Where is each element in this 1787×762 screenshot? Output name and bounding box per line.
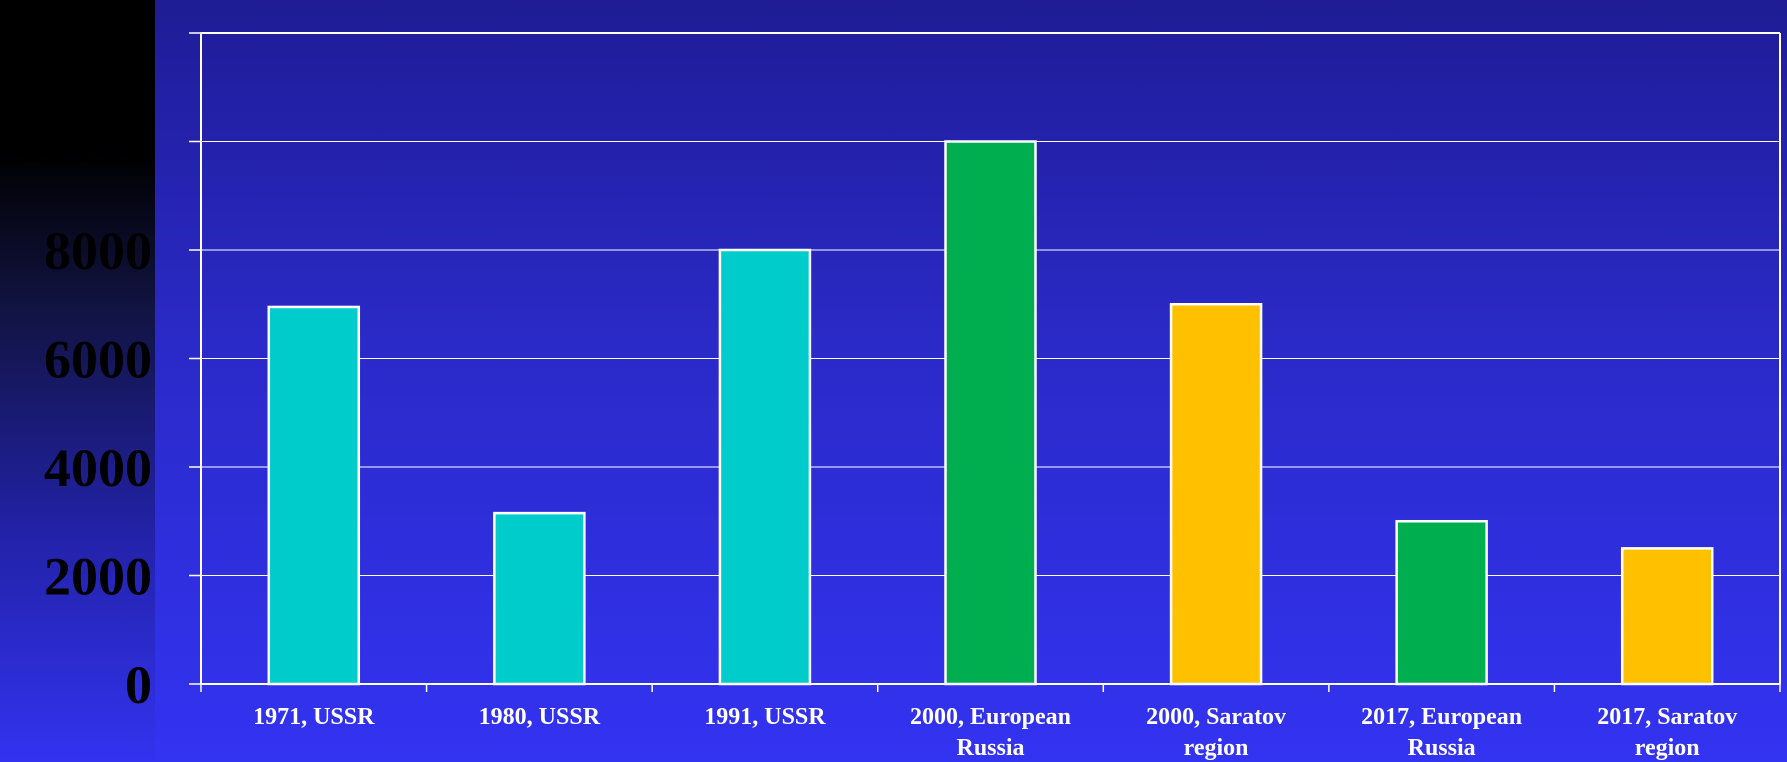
y-tick-label: 8000 — [44, 221, 152, 281]
bar — [267, 305, 361, 686]
bar — [1620, 547, 1714, 686]
y-tick-label: 4000 — [44, 438, 152, 498]
bar — [1395, 520, 1488, 686]
axes — [189, 32, 1781, 692]
y-tick-label: 10000 — [17, 113, 152, 173]
x-category-label: 1991, USSR — [704, 704, 826, 730]
x-category-label: 2017, European Russia — [1361, 704, 1522, 761]
bar — [718, 248, 812, 686]
x-category-label: 2000, European Russia — [910, 704, 1071, 761]
x-category-label: 1971, USSR — [253, 704, 375, 730]
bars — [267, 140, 1714, 686]
y-tick-label: 0 — [125, 655, 152, 715]
left-gradient-panel — [0, 0, 155, 762]
bar — [493, 511, 586, 686]
y-tick-label: 2000 — [44, 547, 152, 607]
x-category-label: 2017, Saratov region — [1597, 704, 1737, 761]
x-category-label: 2000, Saratov region — [1146, 704, 1286, 761]
x-category-label: 1980, USSR — [479, 704, 601, 730]
bar — [1169, 303, 1263, 686]
y-tick-label: 6000 — [44, 330, 152, 390]
x-category-labels: 1971, USSR 1980, USSR 1991, USSR 2000, Euro… — [253, 704, 1737, 761]
y-tick-labels: 0 2000 4000 6000 8000 10000 12000 — [17, 4, 152, 715]
y-tick-label: 12000 — [17, 4, 152, 64]
bar — [944, 140, 1037, 686]
